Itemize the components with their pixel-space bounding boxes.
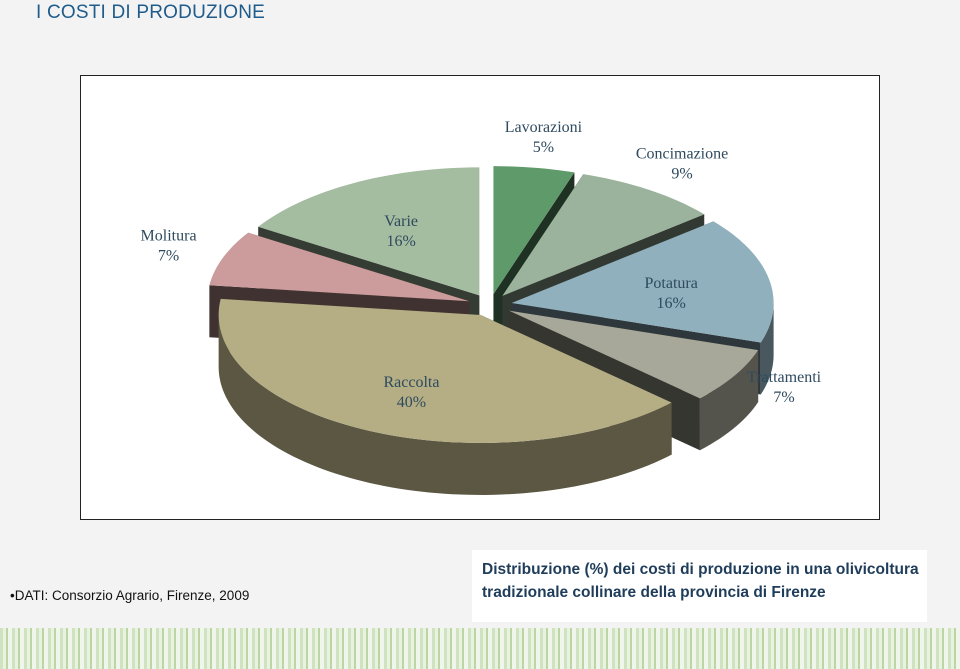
- caption: Distribuzione (%) dei costi di produzion…: [472, 550, 927, 622]
- slice-label: Potatura 16%: [645, 275, 698, 312]
- source-note: DATI: Consorzio Agrario, Firenze, 2009: [10, 588, 250, 603]
- slice-label: Molitura 7%: [141, 227, 197, 264]
- category-label: Concimazione: [636, 146, 728, 163]
- slice-top: [209, 232, 470, 302]
- slice-top: [493, 166, 575, 295]
- slice-top: [511, 221, 774, 343]
- category-label: Varie: [384, 213, 418, 230]
- category-label: Potatura: [645, 275, 698, 292]
- slice-label: Varie 16%: [384, 213, 418, 250]
- slice-top: [502, 174, 705, 296]
- pie-slice: [218, 298, 672, 495]
- value-label: 40%: [397, 394, 426, 411]
- value-label: 5%: [533, 139, 554, 156]
- source-text: DATI: Consorzio Agrario, Firenze, 2009: [14, 588, 250, 603]
- footer-decoration: [0, 628, 960, 669]
- category-label: Molitura: [141, 227, 197, 244]
- value-label: 16%: [657, 295, 686, 312]
- value-label: 16%: [386, 233, 415, 250]
- slice-wall: [699, 350, 759, 451]
- value-label: 7%: [158, 247, 179, 264]
- slide-title: I COSTI DI PRODUZIONE: [36, 2, 266, 23]
- category-label: Trattamenti: [747, 369, 822, 386]
- slice-wall: [218, 314, 672, 495]
- slice-top: [258, 167, 480, 296]
- value-label: 7%: [773, 389, 794, 406]
- slice-top: [508, 310, 759, 399]
- slice-label: Concimazione 9%: [636, 146, 728, 183]
- slice-label: Lavorazioni 5%: [505, 119, 583, 156]
- slice-wall: [760, 302, 774, 395]
- slice-top: [218, 298, 672, 443]
- category-label: Raccolta: [383, 374, 439, 391]
- category-label: Lavorazioni: [505, 119, 583, 136]
- value-label: 9%: [671, 166, 692, 183]
- slice-label: Trattamenti 7%: [747, 369, 822, 406]
- slice-label: Raccolta 40%: [383, 374, 439, 411]
